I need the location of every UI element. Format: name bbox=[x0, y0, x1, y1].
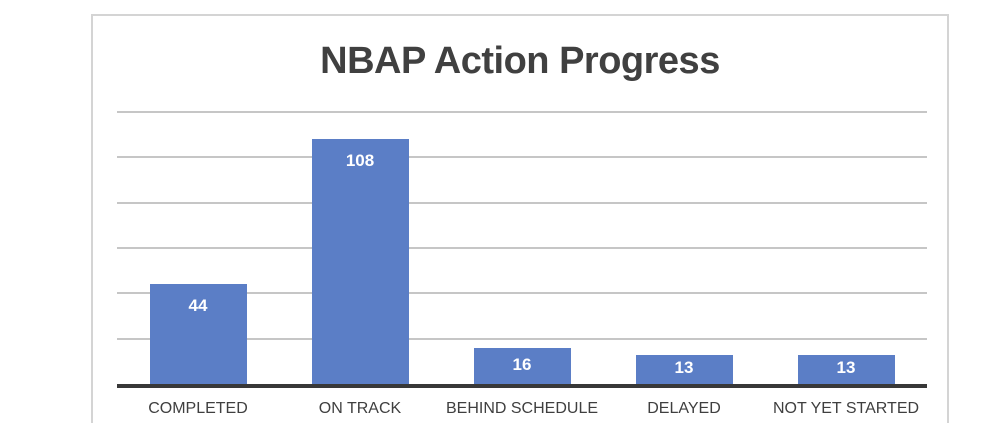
bar-on-track: 108 bbox=[311, 139, 409, 384]
category-label-on-track: ON TRACK bbox=[318, 400, 402, 417]
gridline-80 bbox=[117, 201, 927, 204]
gridline-120 bbox=[117, 111, 927, 113]
chart-frame: NBAP Action Progress 44 108 16 13 13 COMPLET… bbox=[91, 14, 949, 423]
gridline-20 bbox=[117, 337, 927, 340]
bar-value-label: 16 bbox=[512, 354, 532, 374]
category-label-completed: COMPLETED bbox=[148, 400, 248, 417]
bar-not-yet-started: 13 bbox=[797, 355, 895, 384]
gridline-60 bbox=[117, 247, 927, 249]
category-label-not-yet-started: NOT YET STARTED bbox=[772, 400, 920, 417]
category-axis-labels: COMPLETED ON TRACK BEHIND SCHEDULE DELAYED N… bbox=[117, 400, 927, 423]
x-axis-line bbox=[117, 384, 927, 388]
bar-value-label: 13 bbox=[674, 358, 694, 377]
bar-value-label: 108 bbox=[345, 151, 375, 170]
bar-value-label: 44 bbox=[188, 296, 208, 315]
category-label-behind-schedule: BEHIND SCHEDULE bbox=[445, 400, 599, 417]
category-label-delayed: DELAYED bbox=[647, 400, 721, 417]
gridline-100 bbox=[117, 156, 927, 159]
plot-area: 44 108 16 13 13 bbox=[117, 16, 927, 388]
bar-completed: 44 bbox=[149, 284, 247, 384]
chart-title: NBAP Action Progress bbox=[320, 40, 720, 82]
bar-value-label: 13 bbox=[836, 358, 856, 377]
gridline-40 bbox=[117, 292, 927, 295]
bar-behind-schedule: 16 bbox=[473, 348, 571, 384]
bar-delayed: 13 bbox=[635, 355, 733, 384]
